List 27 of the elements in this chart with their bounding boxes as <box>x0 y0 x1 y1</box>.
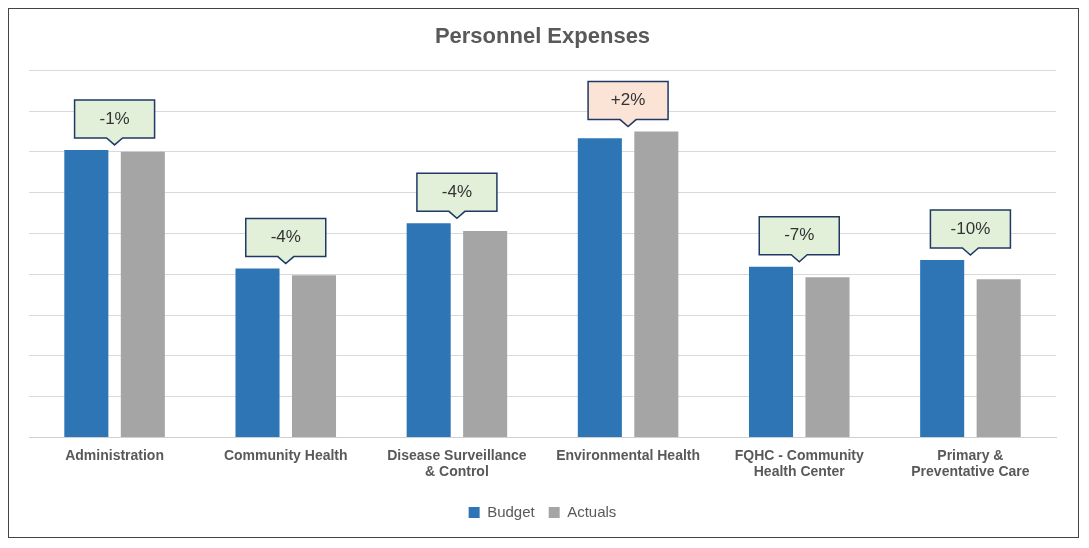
text: -1% <box>99 108 130 128</box>
x-tick-label: Environmental Health <box>556 446 701 463</box>
bar <box>634 131 679 437</box>
bar <box>291 275 337 437</box>
bar <box>920 260 965 437</box>
chart-title: Personnel Expenses <box>434 23 651 49</box>
x-tick-label: Disease Surveillance & Control <box>387 446 527 480</box>
bar <box>235 268 280 437</box>
bar <box>805 277 850 437</box>
bar <box>748 266 794 437</box>
bar <box>64 149 109 437</box>
annotation: -4% <box>441 182 473 201</box>
text: +2% <box>610 90 646 110</box>
annotation: -4% <box>270 227 301 247</box>
bar <box>976 279 1021 437</box>
bar <box>406 223 451 437</box>
legend-label: Actuals <box>567 502 617 520</box>
annotation: -10% <box>950 218 991 238</box>
x-tick-label: Administration <box>65 446 164 463</box>
bar <box>463 230 508 437</box>
legend-label: Budget <box>487 502 536 520</box>
annotation: -7% <box>784 225 815 245</box>
bar <box>120 151 165 437</box>
bar <box>577 138 622 437</box>
x-tick-label: FQHC - Community Health Center <box>734 446 865 480</box>
x-tick-label: Primary & Preventative Care <box>911 446 1030 480</box>
x-tick-label: Community Health <box>223 446 348 463</box>
